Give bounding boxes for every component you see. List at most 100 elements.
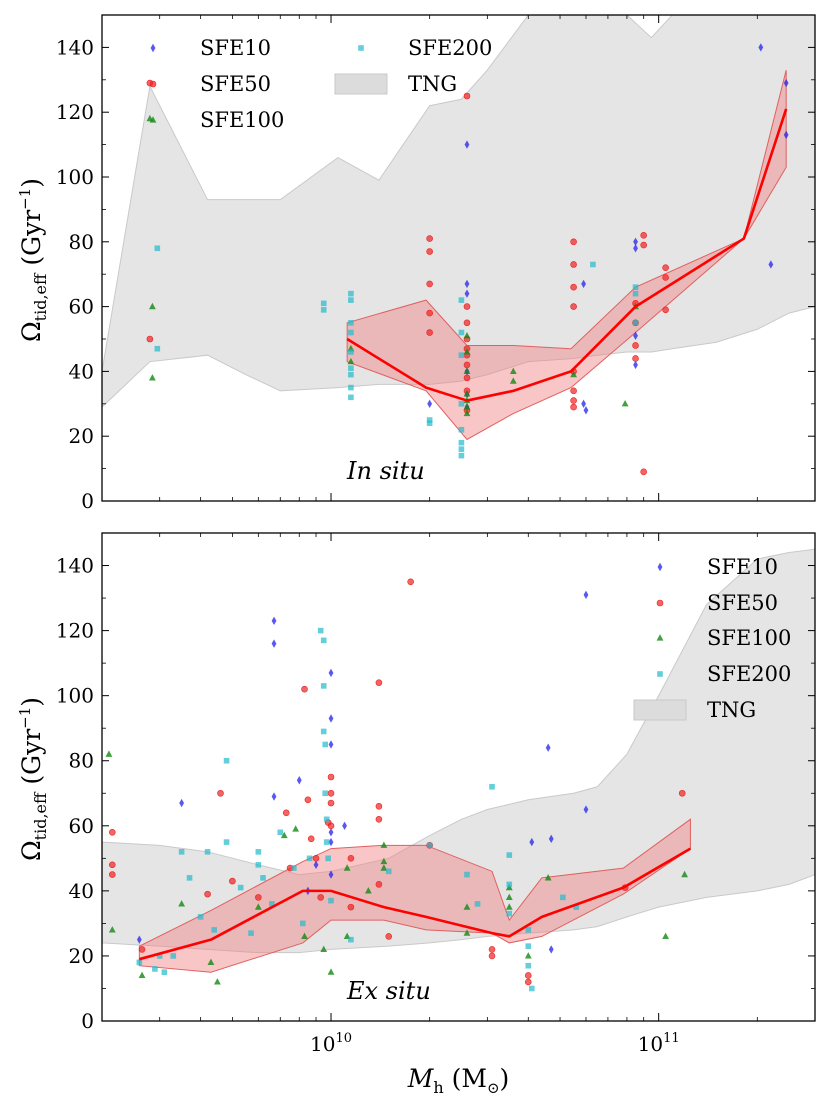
point-sfe10 bbox=[136, 935, 142, 944]
point-sfe10 bbox=[768, 260, 774, 269]
point-sfe100 bbox=[463, 903, 471, 910]
point-sfe10 bbox=[548, 834, 554, 844]
point-sfe50 bbox=[570, 238, 577, 246]
point-sfe10 bbox=[633, 331, 638, 340]
point-sfe200 bbox=[348, 290, 354, 297]
point-sfe100 bbox=[347, 357, 355, 365]
point-sfe200 bbox=[458, 352, 465, 358]
point-sfe10 bbox=[328, 828, 334, 837]
point-sfe100 bbox=[207, 958, 215, 966]
point-sfe200 bbox=[348, 349, 354, 355]
y-tick-label: 120 bbox=[56, 619, 94, 643]
point-sfe50 bbox=[463, 303, 471, 310]
point-sfe50 bbox=[375, 679, 383, 686]
plot-area bbox=[102, 548, 815, 992]
legend-label-sfe200: SFE200 bbox=[707, 662, 791, 686]
point-sfe10 bbox=[583, 406, 589, 415]
point-sfe100 bbox=[505, 893, 513, 900]
legend-label-sfe10: SFE10 bbox=[707, 555, 778, 579]
point-sfe50 bbox=[375, 815, 383, 823]
point-sfe10 bbox=[581, 399, 586, 408]
point-sfe10 bbox=[313, 860, 319, 870]
legend-label-sfe50: SFE50 bbox=[200, 72, 271, 96]
point-sfe10 bbox=[271, 616, 277, 626]
point-sfe50 bbox=[385, 933, 393, 940]
y-axis-label: Ωtid,eff (Gyr−1) bbox=[16, 178, 50, 342]
point-sfe50 bbox=[488, 946, 496, 953]
point-sfe100 bbox=[505, 903, 513, 910]
median-band bbox=[346, 69, 787, 441]
point-sfe200 bbox=[426, 417, 433, 423]
point-sfe200 bbox=[348, 371, 354, 378]
point-sfe50 bbox=[524, 972, 532, 979]
point-sfe50 bbox=[307, 835, 315, 843]
point-sfe100 bbox=[148, 374, 156, 381]
point-sfe50 bbox=[108, 871, 116, 878]
y-tick-label: 0 bbox=[81, 1009, 94, 1033]
point-sfe50 bbox=[108, 829, 116, 836]
series-sfe100 bbox=[105, 750, 689, 985]
point-sfe200 bbox=[348, 936, 354, 943]
point-sfe100 bbox=[364, 887, 372, 894]
legend-label-sfe100: SFE100 bbox=[200, 108, 284, 132]
point-sfe200 bbox=[458, 426, 465, 433]
point-sfe200 bbox=[348, 297, 354, 303]
panel-annotation: In situ bbox=[346, 457, 425, 485]
legend-marker-sfe50 bbox=[149, 80, 157, 88]
legend-marker-sfe10 bbox=[657, 562, 663, 572]
point-sfe200 bbox=[323, 839, 330, 845]
y-tick-label: 60 bbox=[69, 295, 94, 319]
point-sfe100 bbox=[327, 968, 335, 975]
point-sfe200 bbox=[458, 439, 465, 446]
point-sfe200 bbox=[323, 816, 330, 823]
point-sfe200 bbox=[525, 962, 532, 969]
median-line bbox=[138, 847, 692, 961]
point-sfe200 bbox=[506, 910, 513, 917]
plot-area bbox=[102, 15, 815, 476]
point-sfe200 bbox=[260, 875, 266, 881]
point-sfe50 bbox=[570, 283, 577, 291]
point-sfe10 bbox=[328, 740, 334, 749]
point-sfe200 bbox=[458, 329, 465, 336]
point-sfe10 bbox=[271, 792, 277, 801]
legend-marker-sfe10 bbox=[150, 43, 156, 53]
y-tick-label: 80 bbox=[69, 749, 94, 773]
x-axis-label: Mh (M⊙) bbox=[407, 1064, 510, 1097]
point-sfe10 bbox=[464, 279, 470, 289]
legend: SFE10 SFE50 SFE100 SFE200 TNG bbox=[149, 36, 492, 132]
point-sfe200 bbox=[506, 881, 513, 888]
point-sfe200 bbox=[426, 420, 433, 427]
series-sfe200 bbox=[136, 627, 579, 992]
x-tick-label: 1010 bbox=[310, 1031, 352, 1056]
point-sfe200 bbox=[186, 875, 193, 881]
point-sfe200 bbox=[385, 868, 392, 875]
point-sfe50 bbox=[678, 789, 686, 797]
point-sfe100 bbox=[662, 932, 670, 940]
point-sfe10 bbox=[464, 289, 470, 298]
point-sfe50 bbox=[524, 978, 532, 986]
point-sfe10 bbox=[296, 776, 302, 785]
point-sfe100 bbox=[301, 932, 308, 940]
point-sfe50 bbox=[217, 789, 224, 797]
series-sfe200 bbox=[154, 245, 639, 459]
point-sfe200 bbox=[255, 849, 262, 855]
point-sfe200 bbox=[458, 446, 465, 452]
point-sfe200 bbox=[317, 627, 324, 634]
point-sfe10 bbox=[342, 821, 347, 830]
point-sfe100 bbox=[138, 971, 146, 979]
point-sfe200 bbox=[464, 871, 470, 878]
point-sfe100 bbox=[254, 903, 262, 910]
point-sfe200 bbox=[348, 394, 354, 401]
point-sfe50 bbox=[347, 855, 355, 862]
point-sfe200 bbox=[474, 901, 481, 907]
point-sfe100 bbox=[380, 857, 388, 865]
point-sfe50 bbox=[570, 397, 577, 404]
point-sfe200 bbox=[325, 855, 331, 862]
point-sfe50 bbox=[426, 329, 433, 336]
point-sfe50 bbox=[570, 303, 577, 310]
point-sfe100 bbox=[343, 864, 351, 871]
point-sfe100 bbox=[148, 302, 156, 310]
point-sfe200 bbox=[573, 904, 579, 910]
point-sfe100 bbox=[463, 403, 471, 410]
point-sfe50 bbox=[640, 241, 647, 249]
